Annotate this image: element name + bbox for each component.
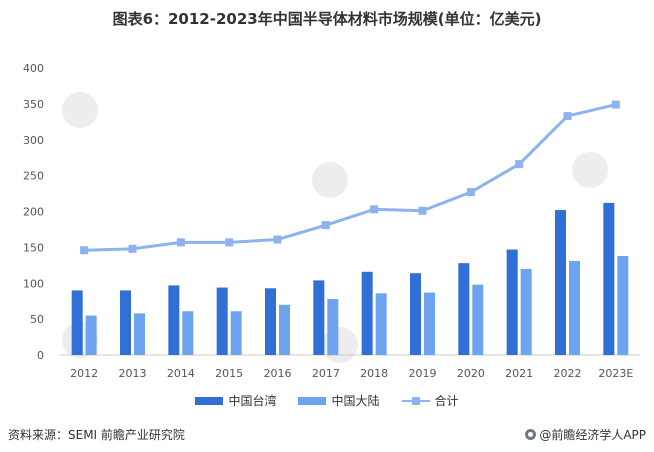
total-point-2021 xyxy=(515,160,524,169)
x-tick-label: 2014 xyxy=(167,367,195,380)
bar-taiwan-2013 xyxy=(120,290,131,355)
bar-mainland-2013 xyxy=(134,313,145,355)
total-point-2020 xyxy=(466,188,475,197)
total-point-2018 xyxy=(370,205,379,214)
legend-label-total: 合计 xyxy=(434,394,459,408)
bar-mainland-2017 xyxy=(327,299,339,355)
x-tick-label: 2022 xyxy=(554,367,582,380)
bar-mainland-2012 xyxy=(85,315,97,355)
total-point-2017 xyxy=(321,221,330,230)
bar-mainland-2020 xyxy=(472,284,484,355)
bar-mainland-2018 xyxy=(375,293,387,355)
bar-mainland-2016 xyxy=(279,304,290,355)
legend-swatch-mainland xyxy=(298,396,327,405)
bar-taiwan-2015 xyxy=(216,287,228,355)
legend: 中国台湾 中国大陆 合计 xyxy=(0,392,654,409)
x-tick-label: 2021 xyxy=(505,367,533,380)
x-tick-label: 2018 xyxy=(360,367,388,380)
watermark-logo xyxy=(572,152,608,188)
total-point-2022 xyxy=(563,112,572,121)
watermark-logo xyxy=(312,162,348,198)
total-point-2015 xyxy=(225,238,234,247)
y-tick-label: 50 xyxy=(30,313,44,326)
y-tick-label: 100 xyxy=(23,277,44,290)
bar-taiwan-2021 xyxy=(506,249,518,355)
legend-label-mainland: 中国大陆 xyxy=(331,394,380,408)
x-tick-label: 2013 xyxy=(119,367,147,380)
y-tick-label: 300 xyxy=(23,134,44,147)
bar-taiwan-2022 xyxy=(555,210,566,355)
total-line xyxy=(84,103,617,252)
total-point-2016 xyxy=(273,235,282,244)
total-point-2019 xyxy=(418,206,427,215)
y-tick-label: 250 xyxy=(23,170,44,183)
y-tick-label: 200 xyxy=(23,206,44,219)
y-tick-label: 350 xyxy=(23,98,44,111)
x-tick-label: 2016 xyxy=(264,367,292,380)
legend-label-taiwan: 中国台湾 xyxy=(228,394,277,408)
total-point-2014 xyxy=(176,238,185,247)
total-point-2012 xyxy=(80,246,89,255)
legend-item-taiwan: 中国台湾 xyxy=(195,392,276,409)
total-point-2013 xyxy=(128,244,137,253)
bar-taiwan-2014 xyxy=(168,285,180,355)
bar-mainland-2015 xyxy=(230,311,242,355)
y-tick-label: 150 xyxy=(23,241,44,254)
watermark-layer xyxy=(62,92,608,363)
source-note: 资料来源：SEMI 前瞻产业研究院 xyxy=(8,428,185,442)
total-point-2023E xyxy=(611,100,620,109)
legend-item-total: 合计 xyxy=(401,392,459,409)
legend-swatch-taiwan xyxy=(195,396,224,405)
bar-taiwan-2018 xyxy=(361,271,373,355)
bar-taiwan-2019 xyxy=(410,273,421,355)
bar-taiwan-2016 xyxy=(265,288,276,355)
x-tick-label: 2012 xyxy=(70,367,98,380)
x-tick-label: 2019 xyxy=(409,367,437,380)
y-tick-label: 400 xyxy=(23,62,44,75)
bar-mainland-2022 xyxy=(569,261,580,355)
brand-credit: @前瞻经济学人APP xyxy=(525,426,646,443)
x-tick-label: 2017 xyxy=(312,367,340,380)
bar-mainland-2019 xyxy=(424,292,435,355)
x-tick-label: 2023E xyxy=(598,367,633,380)
legend-swatch-total xyxy=(401,396,430,405)
bar-mainland-2023E xyxy=(617,255,629,355)
bar-taiwan-2023E xyxy=(603,202,615,355)
y-tick-label: 0 xyxy=(37,349,44,362)
bar-taiwan-2020 xyxy=(458,263,470,355)
brand-logo-icon xyxy=(525,429,537,440)
bar-taiwan-2017 xyxy=(313,280,325,355)
watermark-logo xyxy=(62,92,98,128)
bar-taiwan-2012 xyxy=(71,290,83,355)
x-tick-label: 2020 xyxy=(457,367,485,380)
bar-mainland-2021 xyxy=(520,268,532,355)
legend-item-mainland: 中国大陆 xyxy=(298,392,380,409)
chart-title: 图表6：2012-2023年中国半导体材料市场规模(单位：亿美元) xyxy=(112,10,542,28)
x-tick-label: 2015 xyxy=(215,367,243,380)
bar-mainland-2014 xyxy=(182,311,194,355)
brand-text: @前瞻经济学人APP xyxy=(539,428,646,442)
